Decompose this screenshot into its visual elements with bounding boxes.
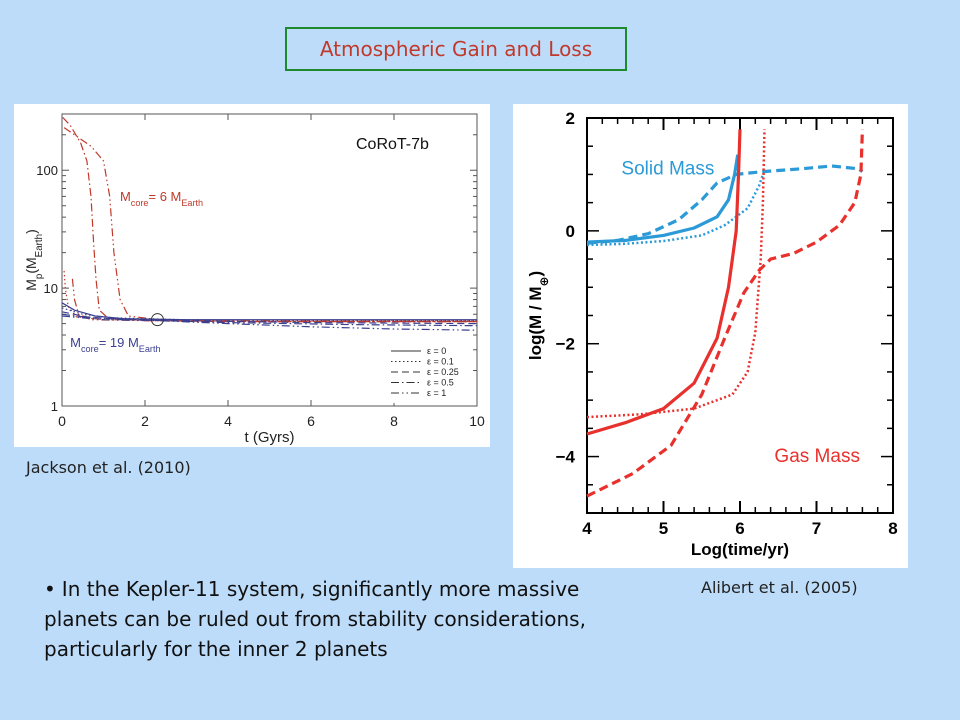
jackson-chart-panel: 0 2 4 6 8 10 1 10 100 t (Gyrs) Mp(MEarth) CoRoT-7b M… [14,104,490,447]
y-axis-label: log(M / M⊕) [526,271,551,360]
x-tick-label: 6 [735,519,744,538]
bullet-dot-icon: • [44,577,56,601]
series-line-core6-1 [63,127,477,323]
x-tick-label: 6 [307,413,315,429]
y-tick-label: 0 [566,222,575,241]
annotation-core-mass: Mcore= 6 MEarth [120,189,203,208]
y-tick-label: −2 [556,335,575,354]
y-tick-label: −4 [556,448,576,467]
x-tick-label: 4 [224,413,232,429]
series-line-core6-2 [71,278,478,323]
jackson-chart: 0 2 4 6 8 10 1 10 100 t (Gyrs) Mp(MEarth) CoRoT-7b M… [23,113,485,446]
y-tick-label: 10 [44,281,58,296]
solid-mass-label: Solid Mass [621,158,714,179]
y-tick-label: 1 [51,399,58,414]
series-line-core19-4 [61,302,477,321]
x-tick-label: 0 [58,413,66,429]
series-line-core19-8 [61,315,478,331]
x-axis-label: t (Gyrs) [245,429,295,446]
annotation-core-mass: Mcore= 19 MEarth [70,335,160,354]
series-line-solid-mass-2 [586,174,765,247]
gas-mass-label: Gas Mass [774,446,860,467]
x-tick-label: 8 [390,413,398,429]
x-tick-label: 5 [659,519,668,538]
y-tick-label: 100 [36,163,58,178]
alibert-chart: 4 5 6 7 8 2 0 −2 −4 Log(time/yr) log(M / M⊕) Solid … [526,109,898,559]
jackson-caption: Jackson et al. (2010) [26,458,191,477]
x-tick-label: 4 [582,519,592,538]
chart-title: CoRoT-7b [356,136,429,153]
series-line-core6-3 [63,270,478,322]
alibert-caption: Alibert et al. (2005) [701,578,858,597]
legend-label: ε = 1 [427,388,446,398]
legend-label: ε = 0.5 [427,378,454,388]
legend-box [387,347,471,403]
legend-label: ε = 0.1 [427,357,454,367]
legend-label: ε = 0.25 [427,367,459,377]
marker-circle [150,313,164,327]
series-line-gas-mass-3 [586,129,742,436]
x-tick-label: 7 [812,519,821,538]
series-line-solid-mass-0 [586,154,740,244]
slide-title: Atmospheric Gain and Loss [285,27,627,71]
bullet-point: • In the Kepler-11 system, significantly … [44,574,634,664]
x-tick-label: 8 [888,519,897,538]
y-axis-label: Mp(MEarth) [23,229,45,291]
bullet-text: In the Kepler-11 system, significantly m… [44,577,586,661]
series-line-gas-mass-5 [586,129,766,419]
series-line-core19-5 [61,307,477,322]
x-tick-label: 2 [141,413,149,429]
y-tick-label: 2 [566,109,575,128]
x-axis-label: Log(time/yr) [691,540,789,559]
plot-frame [61,113,478,407]
series-line-solid-mass-1 [586,164,864,245]
legend-label: ε = 0 [427,346,446,356]
series-line-gas-mass-4 [586,129,864,498]
alibert-chart-panel: 4 5 6 7 8 2 0 −2 −4 Log(time/yr) log(M / M⊕) Solid … [513,104,908,568]
x-tick-label: 10 [469,413,485,429]
